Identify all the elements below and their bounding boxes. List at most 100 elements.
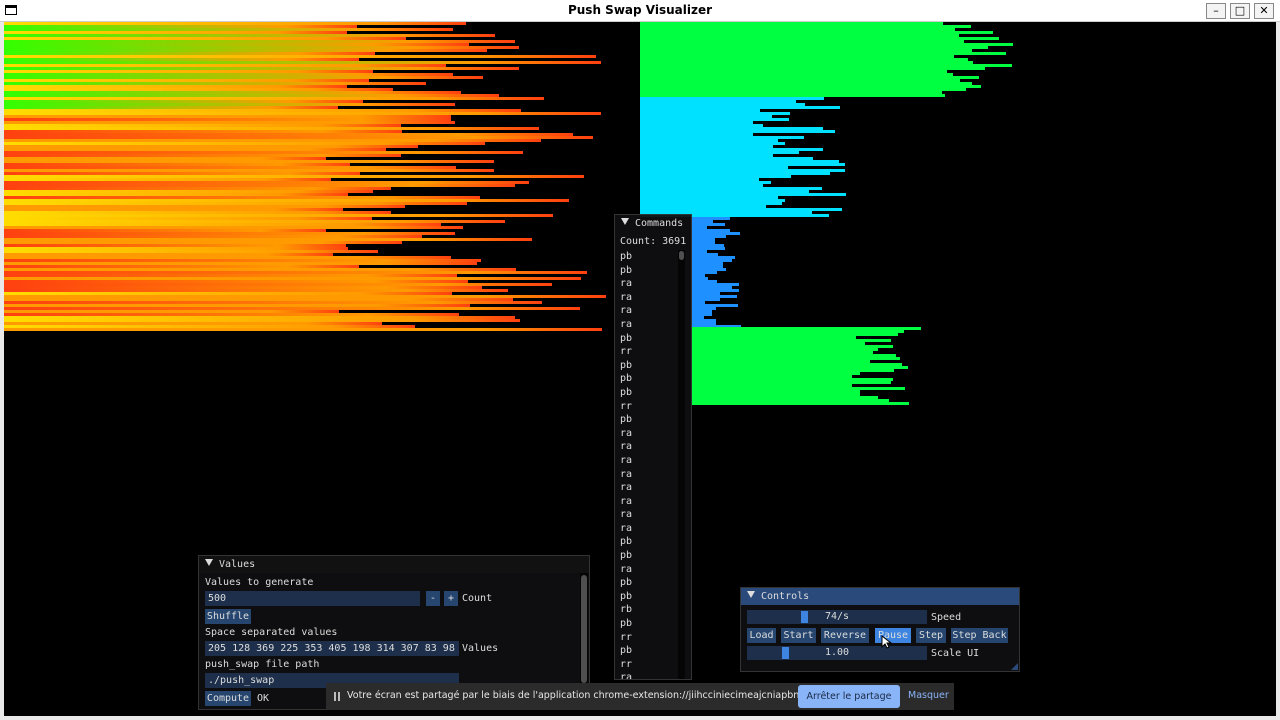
commands-scrollbar[interactable]: [678, 250, 685, 679]
reverse-button[interactable]: Reverse: [821, 628, 869, 643]
screen-share-bar: Votre écran est partagé par le biais de …: [326, 683, 954, 710]
stack-a-bar: [4, 286, 483, 289]
stack-b-bar: [640, 31, 993, 34]
stack-b-bar: [692, 375, 852, 378]
collapse-triangle-icon[interactable]: [205, 559, 213, 566]
command-item: ra: [620, 441, 633, 453]
values-scrollbar[interactable]: [580, 573, 588, 708]
stack-b-bar: [640, 76, 979, 79]
stack-b-bar: [640, 82, 973, 85]
speed-slider-grab[interactable]: [801, 611, 808, 623]
scale-ui-label: Scale UI: [931, 648, 980, 659]
stack-a-bar: [4, 181, 530, 184]
hide-button[interactable]: Masquer: [908, 690, 949, 701]
scale-slider-grab[interactable]: [782, 647, 789, 659]
step-back-button[interactable]: Step Back: [951, 628, 1008, 643]
close-button[interactable]: ✕: [1254, 3, 1274, 19]
stack-b-bar: [640, 142, 785, 145]
stack-b-bar: [640, 52, 1007, 55]
stop-sharing-button[interactable]: Arrêter le partage: [798, 685, 900, 708]
values-input[interactable]: 205 128 369 225 353 405 198 314 307 83 9…: [205, 641, 459, 656]
stack-a-bar: [4, 277, 581, 280]
share-message: Votre écran est partagé par le biais de …: [347, 690, 846, 701]
command-list[interactable]: pb pb ra ra ra ra pb rr pb pb pb rr pb ra ra ra ra ra ra ra…: [620, 250, 633, 679]
command-item: ra: [620, 509, 633, 521]
speed-slider[interactable]: 74/s: [747, 610, 927, 624]
stack-a-bar: [4, 115, 452, 118]
stack-b-bar: [692, 271, 718, 274]
values-to-generate-label: Values to generate: [205, 577, 314, 588]
stack-b-bar: [692, 250, 707, 253]
controls-window[interactable]: Controls 74/s Speed Load Start Reverse P…: [740, 587, 1020, 672]
stack-b-bar: [692, 241, 716, 244]
commands-header[interactable]: Commands: [615, 215, 691, 232]
command-item: ra: [620, 482, 633, 494]
stack-b-bar: [692, 339, 892, 342]
stack-b-bar: [692, 330, 905, 333]
command-item: rr: [620, 658, 633, 670]
stack-b-bar: [692, 253, 718, 256]
shuffle-button[interactable]: Shuffle: [205, 609, 251, 624]
stack-b-bar: [640, 181, 772, 184]
compute-status: OK: [257, 693, 270, 704]
resize-grip-icon[interactable]: [1011, 663, 1018, 670]
values-header[interactable]: Values: [199, 556, 589, 573]
stack-b-bar: [692, 268, 727, 271]
scale-ui-slider[interactable]: 1.00: [747, 646, 927, 660]
increment-button[interactable]: +: [444, 591, 458, 606]
stack-a-bar: [4, 202, 468, 205]
stack-a-bar: [4, 148, 387, 151]
stack-b-bar: [640, 40, 965, 43]
stack-b-bar: [640, 190, 809, 193]
stack-a-bar: [4, 283, 553, 286]
stack-a-bar: [4, 295, 607, 298]
step-button[interactable]: Step: [916, 628, 946, 643]
stack-a-bar: [4, 61, 602, 64]
stack-b-bar: [640, 79, 961, 82]
stack-b-bar: [692, 345, 894, 348]
stack-a-bar: [4, 46, 519, 49]
stack-a-bar: [4, 244, 347, 247]
stack-a-bar: [4, 220, 505, 223]
values-scroll-thumb[interactable]: [581, 575, 587, 683]
stack-b-bar: [692, 402, 909, 405]
decrement-button[interactable]: -: [426, 591, 440, 606]
controls-header[interactable]: Controls: [741, 588, 1019, 605]
compute-button[interactable]: Compute: [205, 691, 251, 706]
command-item: pb: [620, 264, 633, 276]
stack-b-bar: [692, 333, 898, 336]
stack-b-bar: [692, 244, 725, 247]
stack-b-bar: [692, 256, 736, 259]
stack-a-bar: [4, 301, 542, 304]
commands-scroll-thumb[interactable]: [679, 251, 684, 260]
command-item: ra: [620, 522, 633, 534]
command-item: pb: [620, 577, 633, 589]
stack-b-bar: [640, 58, 968, 61]
command-item: pb: [620, 550, 633, 562]
command-item: ra: [620, 454, 633, 466]
count-label: Count: [462, 593, 493, 604]
stack-a-bar: [4, 85, 348, 88]
collapse-triangle-icon[interactable]: [621, 218, 629, 225]
stack-a-bar: [4, 43, 469, 46]
stack-b-bar: [692, 381, 891, 384]
stack-b-bar: [640, 100, 796, 103]
stack-a-bar: [4, 229, 327, 232]
start-button[interactable]: Start: [781, 628, 816, 643]
minimize-button[interactable]: –: [1206, 3, 1226, 19]
stack-b-bar: [692, 289, 739, 292]
collapse-triangle-icon[interactable]: [747, 591, 755, 598]
load-button[interactable]: Load: [747, 628, 776, 643]
stack-a-bar: [4, 22, 467, 25]
stack-a-bar: [4, 232, 455, 235]
stack-b-bar: [692, 384, 853, 387]
stack-b-bar: [640, 61, 974, 64]
stack-a-bar: [4, 100, 364, 103]
commands-window[interactable]: Commands Count: 3691 pb pb ra ra ra ra pb rr pb p…: [614, 214, 692, 680]
stack-b-bar: [692, 369, 894, 372]
maximize-button[interactable]: □: [1230, 3, 1250, 19]
stack-a-bar: [4, 145, 418, 148]
stack-b-bar: [692, 310, 712, 313]
count-input[interactable]: 500: [205, 591, 420, 606]
stack-b-bar: [692, 354, 897, 357]
